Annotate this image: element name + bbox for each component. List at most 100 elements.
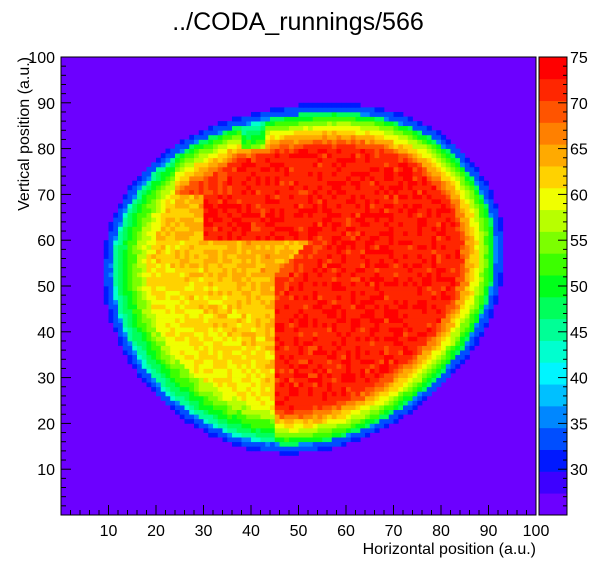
heatmap-cell xyxy=(417,235,423,241)
heatmap-cell xyxy=(194,299,200,305)
heatmap-cell xyxy=(464,180,470,186)
heatmap-cell xyxy=(284,304,290,310)
heatmap-cell xyxy=(350,363,356,369)
heatmap-cell xyxy=(355,340,361,346)
heatmap-cell xyxy=(293,189,299,195)
heatmap-cell xyxy=(360,382,366,388)
heatmap-cell xyxy=(365,244,371,250)
heatmap-cell xyxy=(236,121,242,127)
heatmap-cell xyxy=(450,194,456,200)
heatmap-cell xyxy=(388,121,394,127)
heatmap-cell xyxy=(260,400,266,406)
heatmap-cell xyxy=(407,290,413,296)
heatmap-cell xyxy=(303,263,309,269)
heatmap-cell xyxy=(336,208,342,214)
heatmap-cell xyxy=(422,276,428,282)
heatmap-cell xyxy=(445,249,451,255)
heatmap-cell xyxy=(179,276,185,282)
heatmap-cell xyxy=(407,258,413,264)
heatmap-cell xyxy=(412,189,418,195)
heatmap-cell xyxy=(360,240,366,246)
heatmap-cell xyxy=(360,198,366,204)
heatmap-cell xyxy=(270,313,276,319)
heatmap-cell xyxy=(260,226,266,232)
heatmap-cell xyxy=(431,354,437,360)
heatmap-cell xyxy=(379,171,385,177)
heatmap-cell xyxy=(422,327,428,333)
heatmap-cell xyxy=(246,340,252,346)
heatmap-cell xyxy=(213,327,219,333)
heatmap-cell xyxy=(274,226,280,232)
heatmap-cell xyxy=(232,437,238,443)
heatmap-cell xyxy=(127,286,133,291)
heatmap-cell xyxy=(403,217,409,223)
heatmap-cell xyxy=(251,318,257,323)
heatmap-cell xyxy=(165,313,171,319)
heatmap-cell xyxy=(431,299,437,305)
heatmap-cell xyxy=(360,340,366,346)
heatmap-cell xyxy=(365,331,371,337)
heatmap-cell xyxy=(441,267,447,273)
heatmap-cell xyxy=(360,363,366,369)
heatmap-cell xyxy=(479,281,485,287)
heatmap-cell xyxy=(460,276,466,282)
heatmap-cell xyxy=(227,304,233,310)
heatmap-cell xyxy=(179,139,185,145)
heatmap-cell xyxy=(284,423,290,429)
heatmap-cell xyxy=(312,157,318,163)
heatmap-cell xyxy=(422,299,428,305)
heatmap-cell xyxy=(369,368,375,374)
heatmap-cell xyxy=(407,121,413,127)
heatmap-cell xyxy=(450,359,456,365)
heatmap-cell xyxy=(422,363,428,369)
heatmap-cell xyxy=(317,405,323,411)
heatmap-cell xyxy=(403,308,409,314)
heatmap-cell xyxy=(151,313,157,319)
heatmap-cell xyxy=(208,295,214,301)
heatmap-cell xyxy=(308,139,314,145)
chart-title: ../CODA_runnings/566 xyxy=(172,8,424,36)
heatmap-cell xyxy=(374,350,380,356)
heatmap-cell xyxy=(331,418,337,424)
heatmap-cell xyxy=(317,121,323,127)
heatmap-cell xyxy=(498,244,504,250)
heatmap-cell xyxy=(227,244,233,250)
heatmap-cell xyxy=(270,134,276,140)
heatmap-cell xyxy=(355,212,361,218)
heatmap-cell xyxy=(175,345,181,351)
heatmap-cell xyxy=(322,391,328,397)
heatmap-cell xyxy=(255,368,261,374)
heatmap-cell xyxy=(308,437,314,443)
heatmap-cell xyxy=(483,235,489,241)
heatmap-cell xyxy=(379,345,385,351)
heatmap-cell xyxy=(341,363,347,369)
heatmap-cell xyxy=(393,286,399,291)
heatmap-cell xyxy=(284,176,290,182)
heatmap-cell xyxy=(336,217,342,223)
heatmap-cell xyxy=(455,249,461,255)
heatmap-cell xyxy=(331,350,337,356)
heatmap-cell xyxy=(417,180,423,186)
heatmap-cell xyxy=(137,299,143,305)
heatmap-cell xyxy=(369,162,375,168)
heatmap-cell xyxy=(141,350,147,356)
heatmap-cell xyxy=(426,322,432,328)
heatmap-cell xyxy=(431,336,437,342)
heatmap-cell xyxy=(270,148,276,154)
heatmap-cell xyxy=(317,221,323,227)
heatmap-cell xyxy=(403,249,409,255)
heatmap-cell xyxy=(165,208,171,214)
heatmap-cell xyxy=(179,304,185,310)
heatmap-cell xyxy=(350,286,356,291)
heatmap-cell xyxy=(341,272,347,278)
heatmap-cell xyxy=(289,450,295,456)
heatmap-cell xyxy=(203,166,209,172)
heatmap-cell xyxy=(393,171,399,177)
heatmap-cell xyxy=(341,432,347,438)
heatmap-cell xyxy=(350,318,356,323)
heatmap-cell xyxy=(398,386,404,392)
heatmap-cell xyxy=(403,148,409,154)
heatmap-cell xyxy=(175,295,181,301)
heatmap-cell xyxy=(374,171,380,177)
heatmap-cell xyxy=(336,189,342,195)
